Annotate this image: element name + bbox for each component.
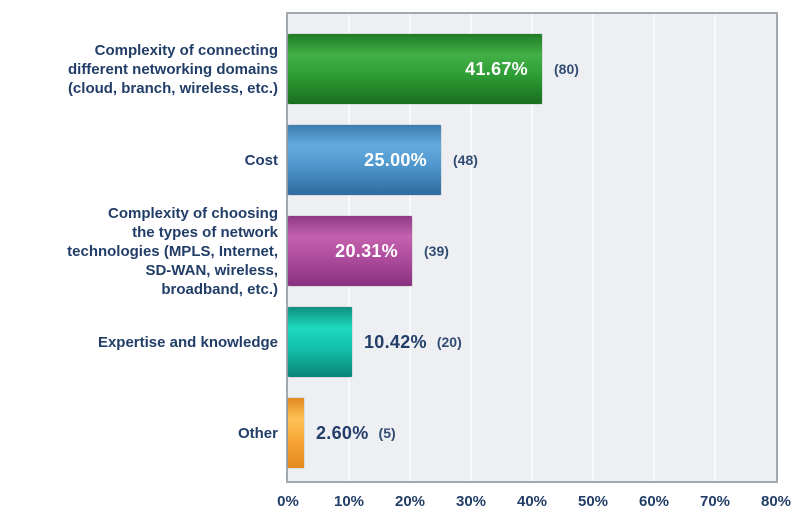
category-label-line: technologies (MPLS, Internet, xyxy=(67,242,278,260)
category-label-line: (cloud, branch, wireless, etc.) xyxy=(67,79,278,97)
category-label-line: Other xyxy=(237,424,278,442)
category-label-line: the types of network xyxy=(132,223,278,241)
bar-count-label: (20) xyxy=(436,334,462,350)
bar-value-label: 20.31% xyxy=(335,240,398,261)
bar-value-label: 10.42% xyxy=(364,331,427,352)
bar-row: 20.31% (39) xyxy=(288,216,776,286)
category-label-line: Expertise and knowledge xyxy=(97,333,278,351)
x-axis-tick: 20% xyxy=(394,493,426,510)
category-label-line: Complexity of connecting xyxy=(94,41,278,59)
gridline xyxy=(714,14,716,481)
x-axis-tick: 40% xyxy=(516,493,548,510)
bar-count-label: (5) xyxy=(378,425,396,441)
x-axis-tick: 0% xyxy=(277,493,299,510)
x-axis-tick: 60% xyxy=(638,493,670,510)
category-label-line: Complexity of choosing xyxy=(107,204,278,222)
bar-count-label: (80) xyxy=(554,61,579,77)
bar-count-label: (39) xyxy=(424,243,449,259)
plot-area: 41.67% (80) 25.00% (48) 20.31% (39) 10.42% (20)… xyxy=(286,12,778,483)
x-axis-tick: 50% xyxy=(577,493,609,510)
x-axis-tick: 80% xyxy=(760,493,792,510)
gridline xyxy=(470,14,472,481)
bar-value-label: 41.67% xyxy=(465,58,528,79)
gridline xyxy=(592,14,594,481)
bar-blue xyxy=(288,125,441,195)
category-label-line: different networking domains xyxy=(67,60,278,78)
x-axis-tick: 70% xyxy=(699,493,731,510)
x-axis-tick: 10% xyxy=(333,493,365,510)
category-label-line: Cost xyxy=(244,151,278,169)
category-label-line: broadband, etc.) xyxy=(161,280,278,298)
category-label: Complexity of choosing the types of netwo… xyxy=(0,205,278,298)
bar-row: 41.67% (80) xyxy=(288,34,776,104)
category-label: Cost xyxy=(0,125,278,195)
bar-orange xyxy=(288,398,304,468)
bar-value-label: 25.00% xyxy=(364,149,427,170)
bar-count-label: (48) xyxy=(453,152,478,168)
bar-teal xyxy=(288,307,352,377)
bar-value-label: 2.60% xyxy=(316,422,369,443)
bar-row: 25.00% (48) xyxy=(288,125,776,195)
category-label: Expertise and knowledge xyxy=(0,307,278,377)
category-label: Complexity of connecting different networ… xyxy=(0,34,278,104)
bar-magenta xyxy=(288,216,412,286)
bar-row: 2.60% (5) xyxy=(288,398,776,468)
gridline xyxy=(531,14,533,481)
gridline xyxy=(653,14,655,481)
category-label: Other xyxy=(0,398,278,468)
category-label-line: SD-WAN, wireless, xyxy=(145,261,278,279)
bar-row: 10.42% (20) xyxy=(288,307,776,377)
x-axis-tick: 30% xyxy=(455,493,487,510)
bar-green xyxy=(288,34,542,104)
